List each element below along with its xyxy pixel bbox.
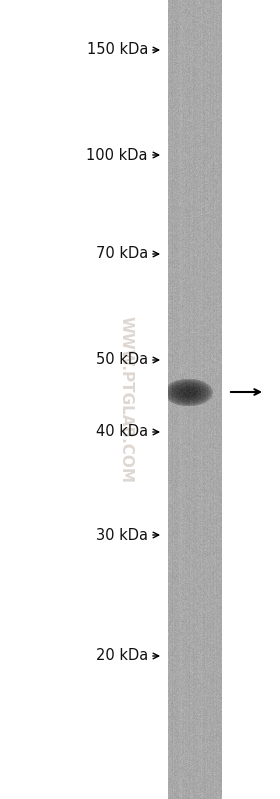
Text: WWW.PTGLAB.COM: WWW.PTGLAB.COM <box>118 316 134 483</box>
Text: 30 kDa: 30 kDa <box>96 527 148 543</box>
Text: 20 kDa: 20 kDa <box>96 649 148 663</box>
Text: 100 kDa: 100 kDa <box>87 148 148 162</box>
Text: 70 kDa: 70 kDa <box>96 247 148 261</box>
Text: 50 kDa: 50 kDa <box>96 352 148 368</box>
Text: 150 kDa: 150 kDa <box>87 42 148 58</box>
Text: 40 kDa: 40 kDa <box>96 424 148 439</box>
